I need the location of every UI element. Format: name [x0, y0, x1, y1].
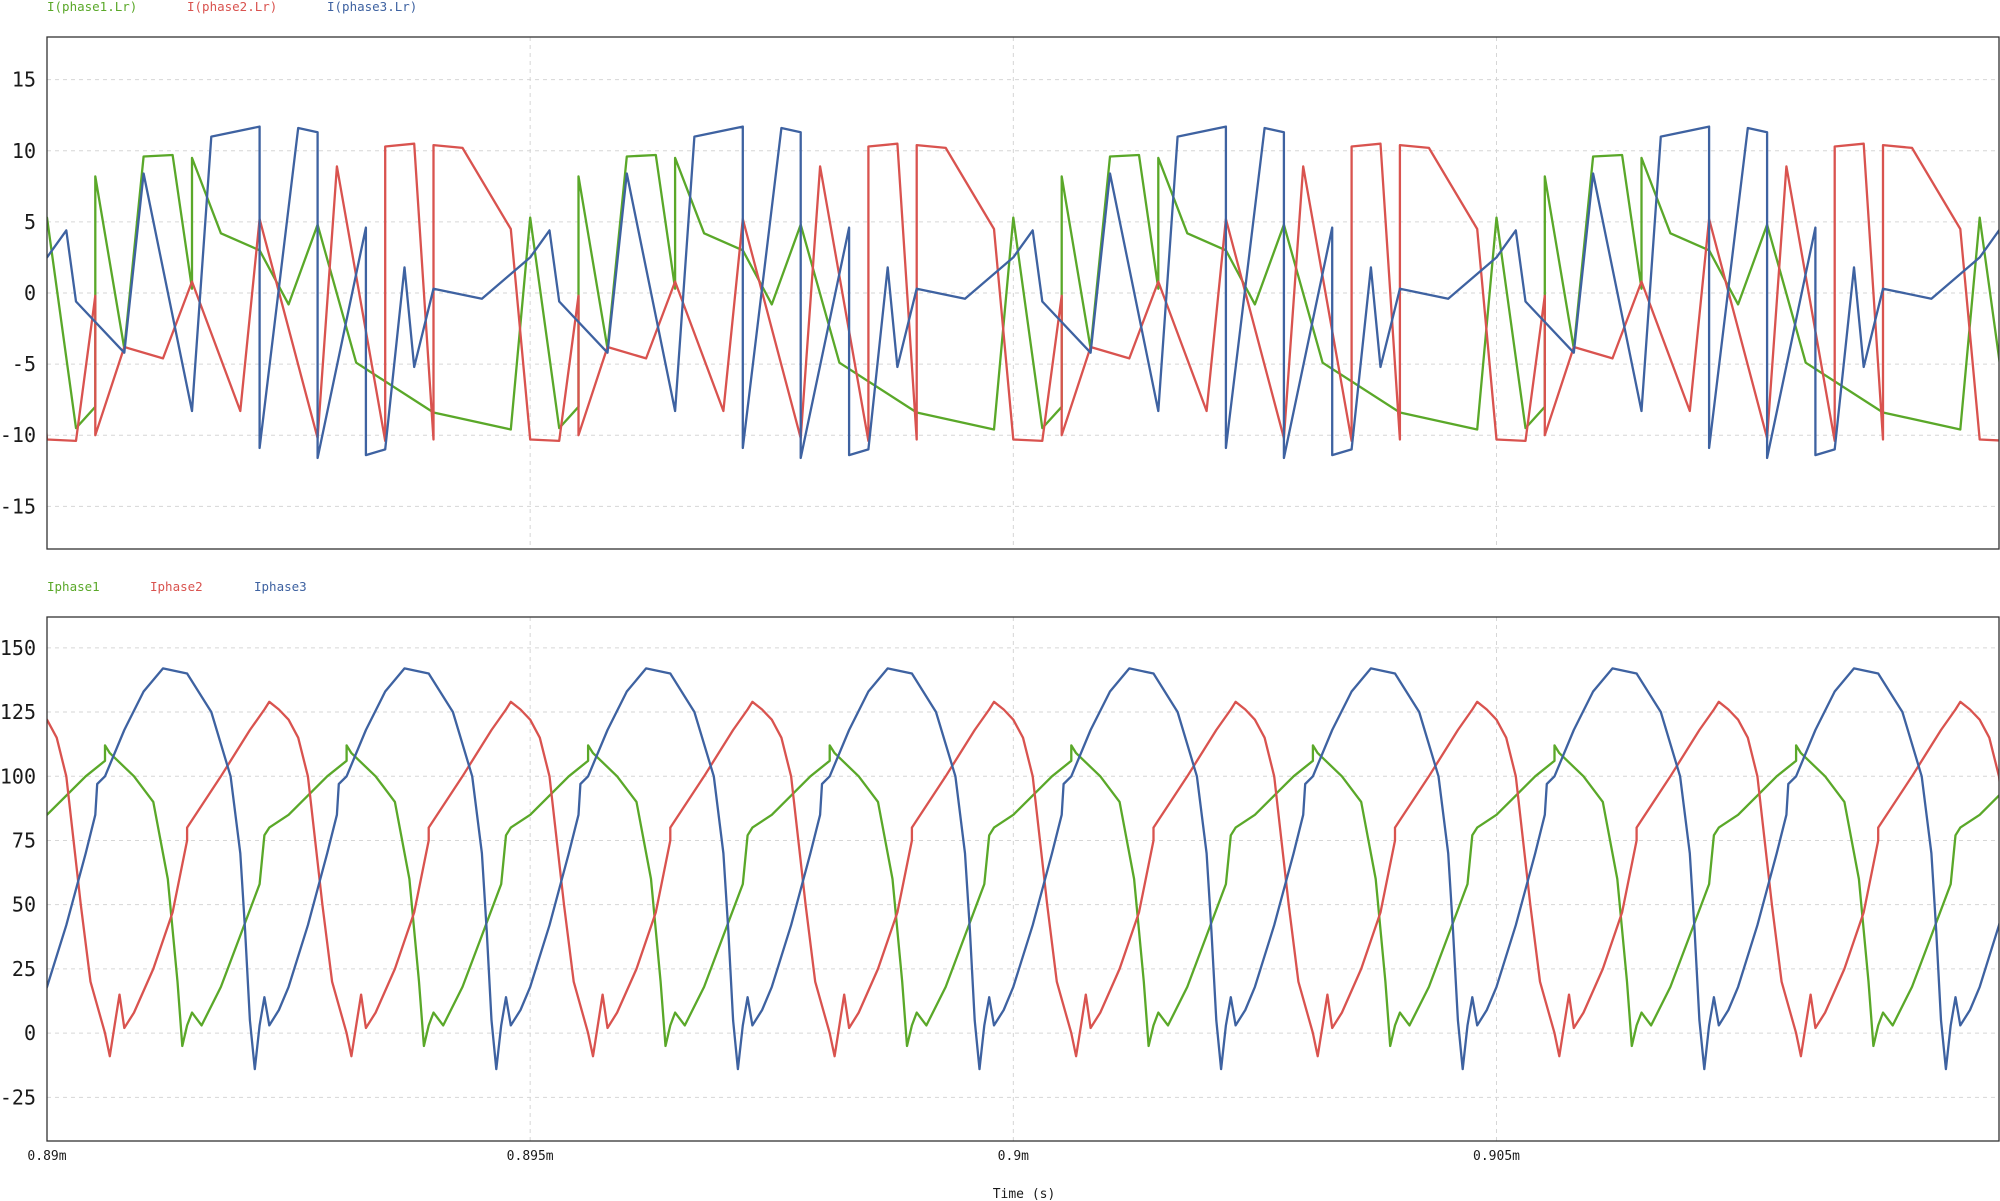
bottom-y-tick-label: 75	[12, 828, 36, 852]
top-y-tick-label: -15	[0, 494, 36, 518]
x-tick-label: 0.89m	[27, 1149, 66, 1164]
bottom-grid	[46, 617, 1999, 1141]
x-tick-label: 0.895m	[507, 1149, 554, 1164]
top-y-tick-label: 5	[24, 210, 36, 234]
legend-top-chart: I(phase1.Lr) I(phase2.Lr) I(phase3.Lr)	[47, 0, 417, 14]
top-y-tick-label: -5	[12, 352, 36, 376]
series-line-iphase1	[47, 744, 1999, 1048]
top-y-tick-label: 15	[12, 68, 36, 92]
series-line-i-phase1-lr	[47, 153, 1999, 431]
x-tick-label: 0.9m	[998, 1149, 1029, 1164]
top-traces	[47, 125, 1999, 460]
top-y-tick-label: 10	[12, 139, 36, 163]
bottom-y-tick-label: -25	[0, 1085, 36, 1109]
bottom-y-tick-label: 100	[0, 764, 36, 788]
bottom-traces	[47, 667, 1999, 1071]
legend-entry-iphase3[interactable]: Iphase3	[254, 579, 307, 594]
x-axis-label: Time (s)	[993, 1187, 1056, 1201]
bottom-y-tick-label: 25	[12, 957, 36, 981]
bottom-y-tick-label: 50	[12, 893, 36, 917]
legend-entry-iphase2[interactable]: Iphase2	[150, 579, 203, 594]
bottom-plot-frame	[46, 616, 2000, 1142]
bottom-y-tick-label: 125	[0, 700, 36, 724]
x-axis: 0.89m 0.895m 0.9m 0.905m	[27, 1149, 1520, 1164]
legend-entry-iphase1-lr[interactable]: I(phase1.Lr)	[47, 0, 137, 14]
bottom-y-tick-label: 0	[24, 1021, 36, 1045]
top-plot-inductor-currents[interactable]: 15 10 5 0 -5 -10 -15	[0, 36, 2000, 550]
legend-entry-iphase3-lr[interactable]: I(phase3.Lr)	[327, 0, 417, 14]
legend-entry-iphase2-lr[interactable]: I(phase2.Lr)	[187, 0, 277, 14]
x-tick-label: 0.905m	[1473, 1149, 1520, 1164]
legend-entry-iphase1[interactable]: Iphase1	[47, 579, 100, 594]
top-plot-frame	[46, 36, 2000, 550]
bottom-y-tick-label: 150	[0, 636, 36, 660]
series-line-i-phase3-lr	[47, 125, 1999, 460]
top-y-tick-label: -10	[0, 423, 36, 447]
series-line-iphase3	[47, 667, 1999, 1071]
top-y-tick-label: 0	[24, 281, 36, 305]
series-line-iphase2	[47, 700, 1999, 1058]
series-line-i-phase2-lr	[47, 142, 1999, 443]
bottom-plot-phase-currents[interactable]: 150 125 100 75 50 25 0 -25	[0, 616, 2000, 1142]
legend-bottom-chart: Iphase1 Iphase2 Iphase3	[47, 579, 307, 594]
